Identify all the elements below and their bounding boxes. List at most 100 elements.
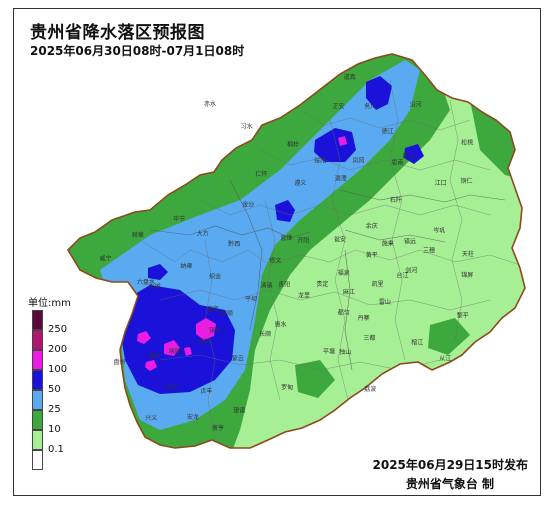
- place-label: 铜仁: [460, 177, 472, 185]
- place-label: 仁怀: [255, 170, 267, 178]
- place-label: 金沙: [242, 201, 254, 209]
- map-frame: [13, 8, 541, 496]
- rain-zone-100-a: [196, 318, 216, 340]
- rain-zone-50-n1: [314, 128, 356, 162]
- forecast-period: 2025年06月30日08时-07月1日08时: [30, 44, 245, 58]
- agency-credit: 贵州省气象台 制: [405, 477, 494, 491]
- place-label: 贵定: [316, 280, 328, 288]
- place-label: 三穗: [423, 247, 435, 255]
- place-label: 安顺: [221, 310, 233, 318]
- place-label: 盘州: [113, 358, 125, 366]
- place-label: 锦屏: [461, 271, 473, 279]
- place-label: 晴隆: [169, 347, 181, 355]
- legend-unit: 单位:mm: [28, 298, 71, 309]
- place-label: 独山: [339, 348, 351, 356]
- place-label: 黎平: [457, 311, 469, 319]
- legend-swatch: [32, 410, 43, 430]
- place-label: 惠水: [274, 320, 286, 328]
- place-label: 从江: [439, 356, 451, 363]
- place-label: 兴义: [145, 414, 157, 422]
- rain-zone-50-c: [275, 200, 295, 222]
- place-label: 三都: [363, 334, 375, 342]
- place-label: 麻江: [343, 288, 355, 296]
- place-label: 余庆: [366, 222, 378, 230]
- province-outline: [66, 53, 526, 449]
- rain-zone-100-e: [184, 347, 192, 356]
- place-label: 丹寨: [358, 314, 370, 322]
- place-label: 天柱: [462, 250, 474, 258]
- place-label: 织金: [209, 273, 221, 281]
- rain-zone-10-s: [295, 360, 335, 398]
- place-label: 务川: [364, 103, 376, 111]
- rain-zone-100-f: [338, 136, 347, 146]
- place-label: 道真: [344, 73, 356, 81]
- place-label: 息烽: [280, 234, 292, 242]
- rain-zone-10-se: [428, 318, 470, 355]
- prefecture-boundaries: [149, 179, 506, 371]
- place-label: 紫云: [232, 355, 244, 363]
- place-label: 镇远: [404, 238, 416, 246]
- place-label: 赫章: [132, 231, 144, 239]
- place-label: 纳雍: [180, 262, 192, 270]
- place-label: 绥阳: [314, 157, 326, 165]
- place-label: 水城: [149, 283, 161, 291]
- place-label: 赤水: [204, 100, 216, 108]
- rain-zone-50-n3: [404, 144, 424, 164]
- place-label: 龙里: [298, 292, 310, 300]
- place-label: 荔波: [364, 385, 376, 393]
- legend-swatch: [32, 310, 43, 330]
- rain-zone-100-c: [137, 331, 151, 344]
- legend-label: 0.1: [48, 444, 64, 455]
- legend-label: 10: [48, 424, 61, 435]
- place-label: 台江: [396, 272, 408, 280]
- rain-zone-50-n2: [366, 76, 392, 110]
- place-label: 都匀: [338, 309, 350, 317]
- place-label: 普定: [207, 305, 219, 313]
- place-label: 六盘水: [137, 278, 155, 286]
- place-label: 遵义: [294, 179, 306, 187]
- legend-swatch: [32, 450, 43, 470]
- place-label: 凤冈: [352, 158, 364, 165]
- place-label: 松桃: [461, 139, 473, 147]
- place-label: 关岭: [198, 337, 210, 345]
- place-label: 贞丰: [200, 387, 212, 395]
- place-label: 凯里: [371, 280, 383, 288]
- place-label: 印江: [402, 153, 414, 160]
- legend-swatch: [32, 390, 43, 410]
- place-label: 习水: [241, 122, 253, 130]
- place-label: 修文: [269, 256, 281, 264]
- place-label: 镇宁: [209, 327, 221, 335]
- place-label: 册亨: [212, 424, 224, 432]
- place-label: 贵阳: [278, 281, 290, 289]
- legend-label: 250: [48, 324, 68, 335]
- map-title: 贵州省降水落区预报图: [30, 23, 205, 43]
- place-label: 湄潭: [335, 175, 347, 183]
- legend-swatch: [32, 330, 43, 350]
- place-label: 施秉: [382, 239, 394, 247]
- place-label: 普安: [149, 352, 161, 360]
- place-label: 大方: [197, 229, 209, 237]
- place-label: 榕江: [411, 338, 423, 346]
- issued-time: 2025年06月29日15时发布: [372, 458, 529, 472]
- place-label: 黄平: [366, 251, 378, 259]
- place-label: 正安: [333, 103, 345, 111]
- place-label: 江口: [435, 180, 447, 187]
- place-label: 岑巩: [433, 227, 445, 235]
- place-label: 开阳: [297, 237, 309, 245]
- place-label: 剑河: [405, 266, 417, 274]
- place-label: 安龙: [187, 413, 199, 421]
- place-label: 德江: [382, 128, 394, 136]
- place-label: 清镇: [260, 282, 272, 290]
- legend-swatch: [32, 370, 43, 390]
- legend-swatch: [32, 430, 43, 450]
- legend-label: 200: [48, 344, 68, 355]
- place-label: 沿河: [410, 101, 422, 109]
- legend-label: 100: [48, 364, 68, 375]
- place-label: 思南: [391, 158, 403, 166]
- place-label: 石阡: [390, 196, 402, 204]
- rain-zone-100-b: [164, 340, 180, 356]
- place-label: 长顺: [259, 330, 271, 338]
- rain-zone-50-w: [148, 264, 168, 280]
